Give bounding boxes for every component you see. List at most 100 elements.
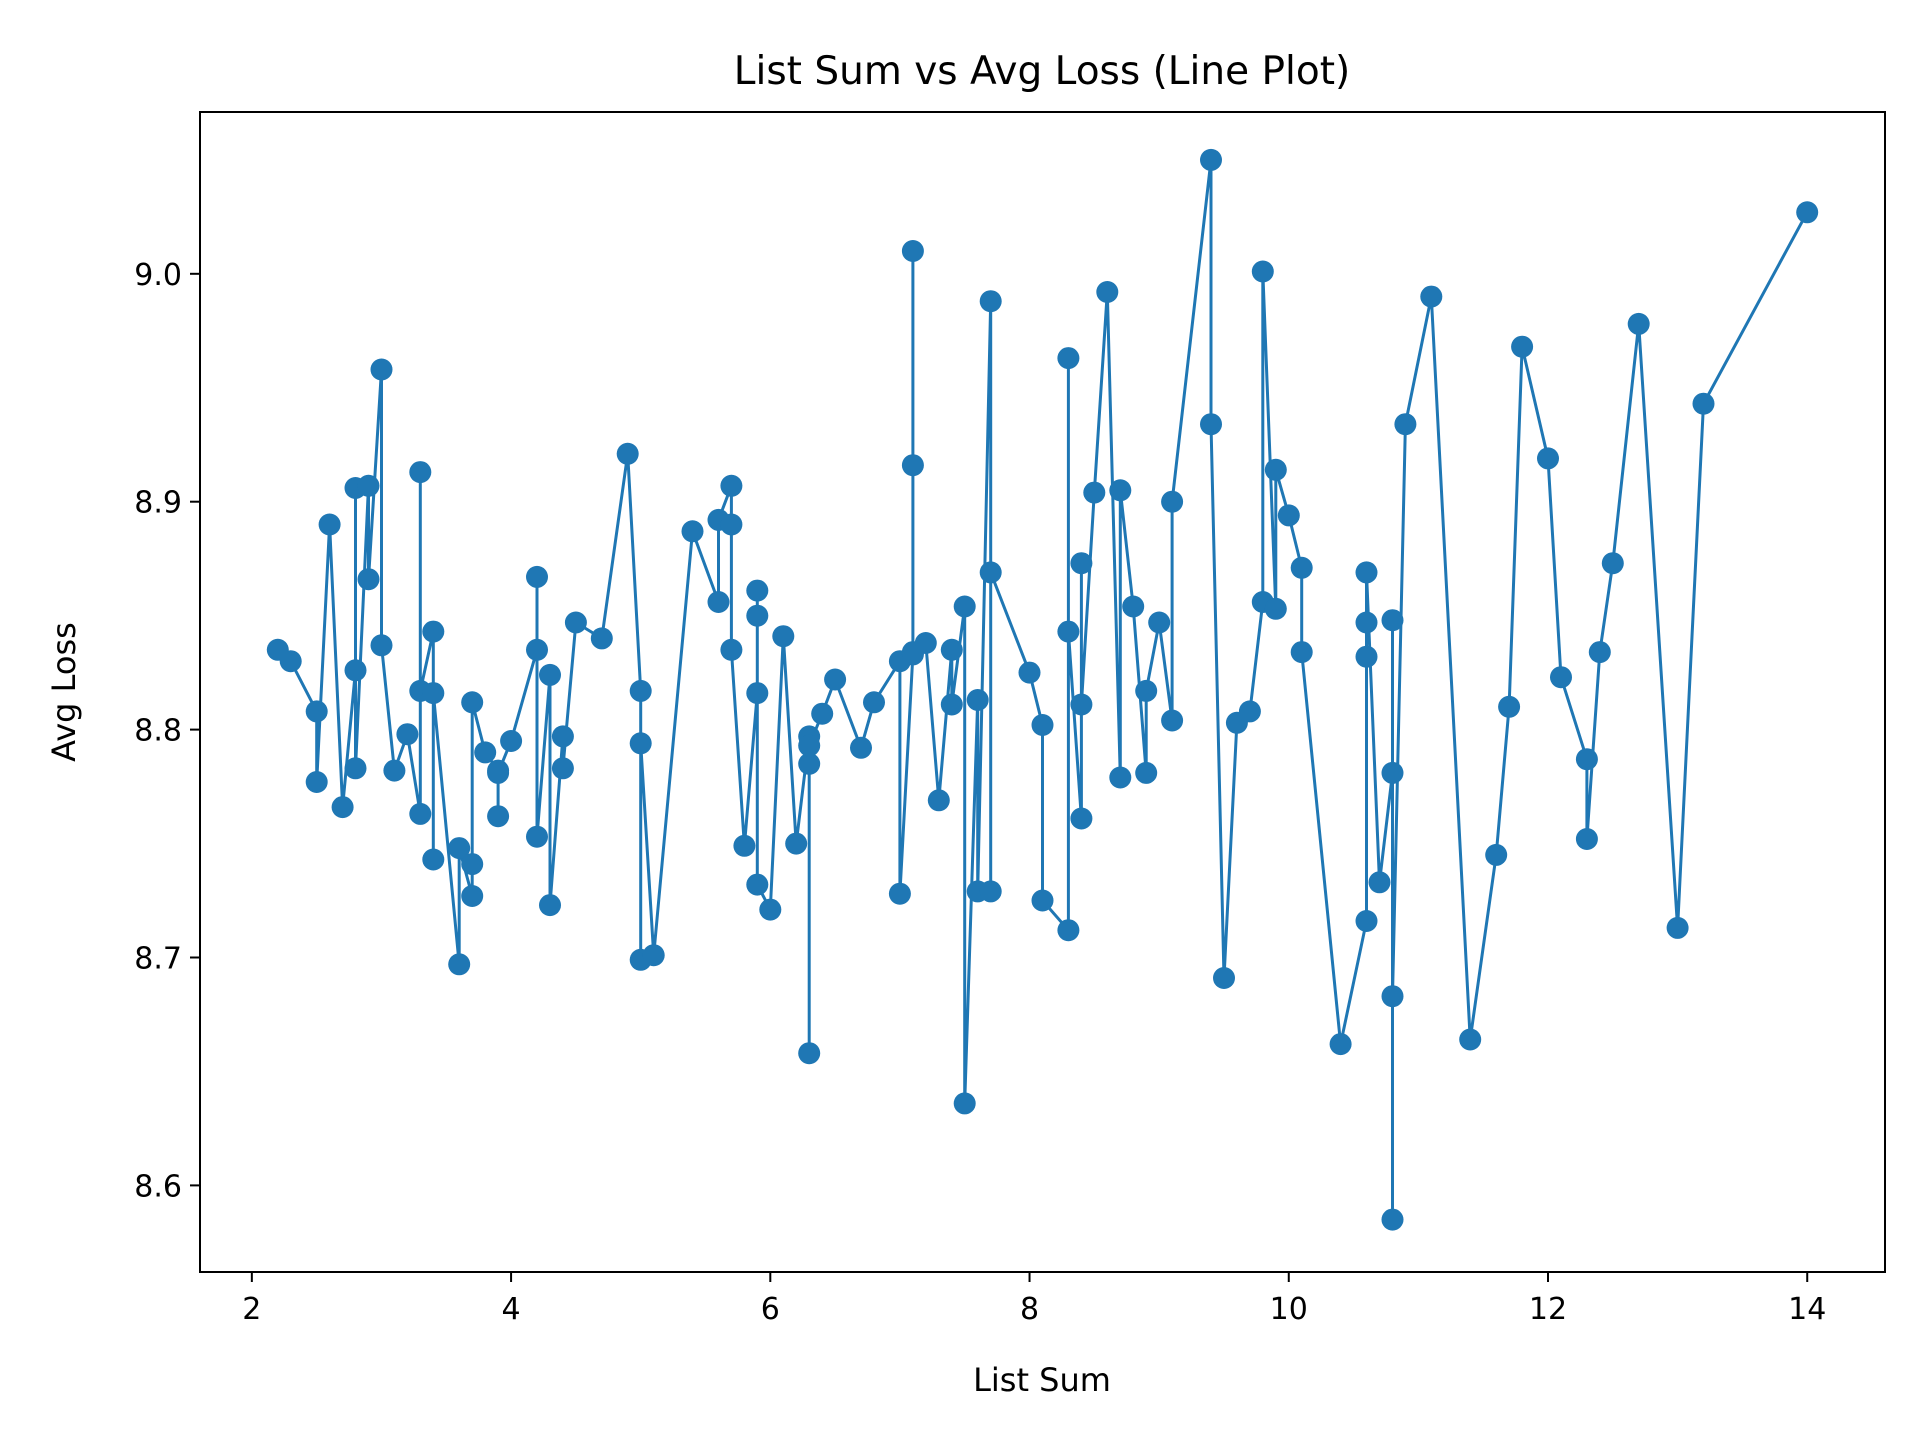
x-tick-label: 14 [1788,1292,1826,1327]
data-point [526,565,548,588]
data-point [901,454,924,477]
data-point [629,679,652,702]
x-tick-label: 2 [242,1292,261,1327]
data-point [616,442,639,465]
data-point [1355,611,1378,634]
data-point [1381,609,1404,632]
data-point [1666,916,1689,939]
data-point [448,953,471,976]
data-point [370,634,393,657]
data-point [1238,700,1261,723]
data-point [409,461,432,484]
y-tick-label: 8.8 [134,714,182,749]
data-point [461,885,484,907]
data-point [746,682,769,705]
data-point [383,759,406,782]
data-point [914,632,937,654]
data-point [1277,504,1300,527]
data-point [551,725,574,748]
data-point [785,832,808,855]
data-point [642,944,665,967]
data-point [1355,910,1378,932]
data-point [979,290,1002,313]
data-point [422,682,445,705]
data-point [953,595,976,618]
data-point [344,757,367,780]
data-point [461,691,484,714]
data-point [772,625,795,648]
data-point [1511,335,1534,358]
data-point [1537,447,1559,470]
data-point [409,802,432,825]
data-point [733,834,756,857]
x-tick-label: 6 [761,1292,780,1327]
data-point [1122,595,1145,618]
data-point [1381,1208,1404,1231]
data-point [940,693,963,716]
data-point [1083,481,1106,504]
data-point [305,700,328,723]
data-point [1498,695,1521,718]
chart-title: List Sum vs Avg Loss (Line Plot) [734,49,1350,94]
data-point [966,689,989,711]
data-point [746,579,769,602]
data-point [824,668,847,691]
data-point [927,789,950,812]
data-point [422,620,445,643]
data-point [681,520,704,543]
data-point [1135,761,1158,784]
data-point [551,757,574,780]
data-point [1109,766,1132,789]
data-point [318,513,341,536]
data-point [1200,148,1222,171]
data-point [1161,709,1184,732]
data-point [1290,556,1313,579]
data-point [1394,413,1417,436]
data-point [590,627,613,650]
data-point [979,561,1002,584]
data-point [539,894,561,917]
data-point [1018,661,1041,684]
data-point [811,702,834,725]
y-tick-label: 8.9 [134,486,182,521]
x-axis-label: List Sum [973,1361,1111,1399]
data-point [1057,919,1080,942]
data-point [798,1042,821,1065]
data-point [1096,281,1119,303]
data-point [500,730,523,752]
data-point [1070,807,1093,830]
data-point [305,771,328,793]
series-layer [266,148,1819,1231]
data-point [1251,260,1274,283]
plot-area [199,111,1886,1273]
data-point [1057,620,1080,643]
x-axis: 2 4 6 8 10 12 14 [242,1272,1826,1327]
data-point [474,741,497,764]
data-point [798,752,821,775]
data-point [1109,479,1132,502]
data-point [1420,285,1443,308]
data-point [863,691,885,714]
data-point [1796,201,1819,224]
data-point [1264,597,1287,620]
data-point [1575,828,1598,850]
data-point [564,611,587,634]
data-point [1200,413,1222,436]
x-tick-label: 10 [1270,1292,1308,1327]
x-tick-label: 12 [1529,1292,1567,1327]
data-point [1135,679,1158,702]
y-axis: 8.6 8.7 8.8 8.9 9.0 [134,258,200,1204]
plot-frame [199,111,1886,1273]
data-point [331,796,354,819]
y-tick-label: 8.6 [134,1169,182,1204]
data-point [1355,561,1378,584]
y-tick-label: 8.7 [134,942,182,977]
data-point [279,650,302,673]
data-point [759,898,782,921]
data-point [1070,693,1093,716]
data-point [1264,458,1287,481]
data-point [720,513,743,536]
data-point [1381,761,1404,784]
data-point [1329,1033,1352,1056]
